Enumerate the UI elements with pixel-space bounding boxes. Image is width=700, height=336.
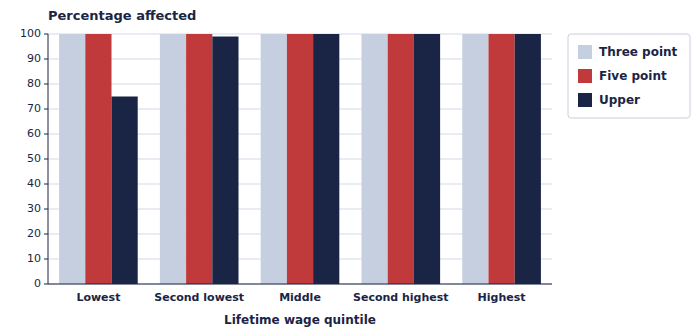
bar <box>361 34 387 284</box>
y-tick <box>44 109 48 110</box>
chart: 0 10 20 30 40 50 60 70 80 90 100 Lowest Second lowes… <box>0 0 700 336</box>
bar <box>488 34 514 284</box>
bar <box>261 34 287 284</box>
title: Percentage affected <box>48 8 196 23</box>
y-tick-label: 30 <box>27 202 41 215</box>
y-tick <box>44 184 48 185</box>
legend: Three point Five point Upper <box>568 34 690 118</box>
y-tick-label: 80 <box>27 77 41 90</box>
x-axis-label: Lifetime wage quintile <box>224 313 376 327</box>
bar <box>59 34 85 284</box>
x-axis-line <box>48 284 552 285</box>
bars <box>59 34 541 284</box>
x-tick-label: Middle <box>279 291 321 304</box>
y-tick-label: 70 <box>27 102 41 115</box>
legend-label: Five point <box>599 69 667 83</box>
y-tick-label: 10 <box>27 252 41 265</box>
bar <box>313 34 339 284</box>
y-tick-label: 40 <box>27 177 41 190</box>
legend-swatch <box>578 45 592 59</box>
legend-box <box>568 34 690 118</box>
grid-line <box>48 284 552 285</box>
bar <box>414 34 440 284</box>
y-tick-label: 0 <box>34 277 41 290</box>
x-tick-label: Highest <box>478 291 526 304</box>
y-tick-label: 50 <box>27 152 41 165</box>
grid <box>48 34 552 284</box>
bar <box>388 34 414 284</box>
x-tick-label: Second highest <box>353 291 449 304</box>
y-tick <box>44 34 48 35</box>
y-tick <box>44 259 48 260</box>
bar <box>462 34 488 284</box>
y-tick <box>44 234 48 235</box>
y-axis-line <box>48 34 49 284</box>
y-tick-label: 20 <box>27 227 41 240</box>
y-tick <box>44 209 48 210</box>
bar <box>85 34 111 284</box>
legend-label: Upper <box>599 93 640 107</box>
legend-label: Three point <box>599 45 678 59</box>
legend-swatch <box>578 93 592 107</box>
y-tick <box>44 284 48 285</box>
y-tick <box>44 59 48 60</box>
bar <box>186 34 212 284</box>
x-axis: Lowest Second lowest Middle Second highest H… <box>48 284 552 304</box>
bar <box>515 34 541 284</box>
y-tick <box>44 84 48 85</box>
y-tick <box>44 159 48 160</box>
x-tick-label: Lowest <box>76 291 120 304</box>
bar <box>112 97 138 285</box>
bar <box>287 34 313 284</box>
y-axis: 0 10 20 30 40 50 60 70 80 90 100 <box>20 27 48 290</box>
y-tick <box>44 134 48 135</box>
y-tick-label: 100 <box>20 27 41 40</box>
bar <box>160 34 186 284</box>
legend-swatch <box>578 69 592 83</box>
chart-container: 0 10 20 30 40 50 60 70 80 90 100 Lowest Second lowes… <box>0 0 700 336</box>
bar <box>212 37 238 285</box>
y-tick-label: 90 <box>27 52 41 65</box>
y-tick-label: 60 <box>27 127 41 140</box>
x-tick-label: Second lowest <box>154 291 244 304</box>
